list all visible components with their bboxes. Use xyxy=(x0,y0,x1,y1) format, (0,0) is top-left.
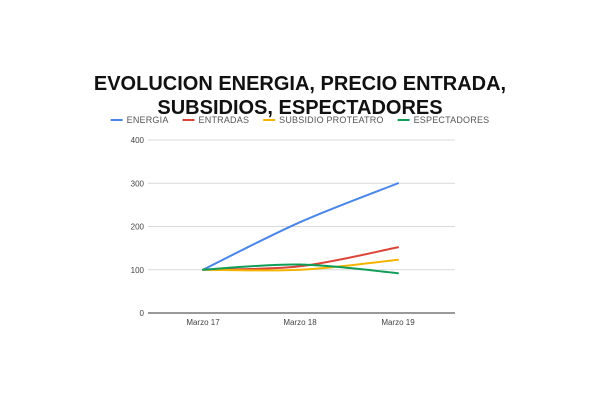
chart-title-line-2: SUBSIDIOS, ESPECTADORES xyxy=(157,97,442,119)
x-axis-ticks: Marzo 17 Marzo 18 Marzo 19 xyxy=(186,318,415,327)
legend-label: ENTRADAS xyxy=(199,115,250,125)
x-tick-label: Marzo 19 xyxy=(381,318,415,327)
legend-label: ESPECTADORES xyxy=(414,115,490,125)
y-tick-label: 100 xyxy=(131,266,145,275)
x-tick-label: Marzo 18 xyxy=(283,318,317,327)
series-lines xyxy=(202,182,399,275)
x-tick-label: Marzo 17 xyxy=(186,318,220,327)
legend-label: ENERGIA xyxy=(127,115,169,125)
series-line-espectadores xyxy=(202,263,399,275)
legend: ENERGIA ENTRADAS SUBSIDIO PROTEATRO ESPECTA… xyxy=(110,115,490,125)
legend-label: SUBSIDIO PROTEATRO xyxy=(279,115,383,125)
y-axis-ticks: 0 100 200 300 400 xyxy=(131,136,145,318)
y-tick-label: 300 xyxy=(131,179,145,188)
chart-title-line-1: EVOLUCION ENERGIA, PRECIO ENTRADA, xyxy=(94,73,506,95)
grid xyxy=(148,139,455,314)
y-tick-label: 200 xyxy=(131,223,145,232)
y-tick-label: 400 xyxy=(131,136,145,145)
series-line-energia xyxy=(202,182,399,271)
series-line-entradas xyxy=(202,246,399,271)
series-line-subsidio-proteatro xyxy=(202,258,399,272)
y-tick-label: 0 xyxy=(140,309,145,318)
